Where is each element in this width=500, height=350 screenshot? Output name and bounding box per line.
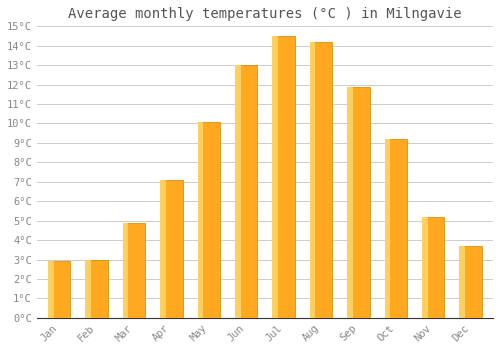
Bar [123, 223, 146, 318]
Bar [272, 36, 278, 318]
Bar [422, 217, 428, 318]
Bar [198, 121, 203, 318]
Title: Average monthly temperatures (°C ) in Milngavie: Average monthly temperatures (°C ) in Mi… [68, 7, 462, 21]
Bar [460, 246, 465, 318]
Bar [310, 42, 332, 318]
Bar [86, 260, 108, 318]
Bar [272, 36, 295, 318]
Bar [86, 260, 91, 318]
Bar [460, 246, 482, 318]
Bar [48, 261, 54, 318]
Bar [384, 139, 407, 318]
Bar [310, 42, 316, 318]
Bar [235, 65, 258, 318]
Bar [347, 86, 370, 318]
Bar [160, 180, 182, 318]
Bar [384, 139, 390, 318]
Bar [123, 223, 128, 318]
Bar [347, 86, 353, 318]
Bar [422, 217, 444, 318]
Bar [198, 121, 220, 318]
Bar [160, 180, 166, 318]
Bar [235, 65, 240, 318]
Bar [48, 261, 70, 318]
